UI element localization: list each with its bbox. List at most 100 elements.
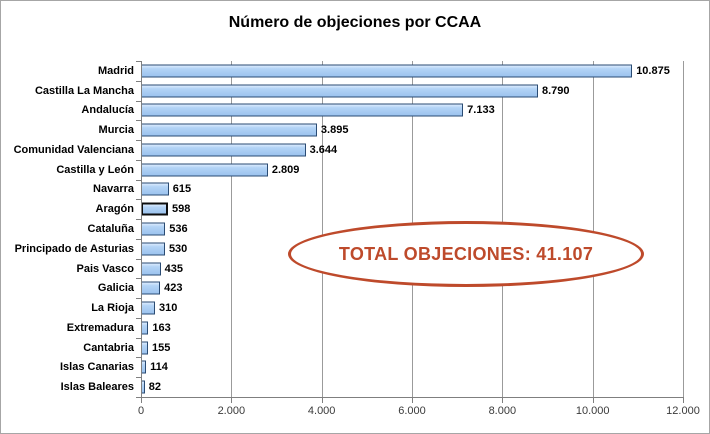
bar-track: 8.790 [141, 81, 683, 101]
bar-0 [141, 64, 633, 78]
category-label: Castilla y León [56, 163, 134, 176]
x-tick-label: 0 [137, 405, 145, 417]
total-annotation-ellipse: TOTAL OBJECIONES: 41.107 [288, 221, 644, 287]
y-axis-line [141, 61, 142, 398]
gridline [683, 61, 684, 397]
chart-row: Comunidad Valenciana 3.644 [1, 140, 683, 160]
value-label: 423 [164, 282, 183, 295]
chart-row: Navarra 615 [1, 180, 683, 200]
chart-row: Cantabria 155 [1, 338, 683, 358]
value-label: 114 [150, 361, 168, 374]
category-label: Murcia [98, 124, 134, 137]
y-axis-tick [136, 278, 141, 280]
bar-1 [141, 84, 538, 98]
bar-7 [141, 202, 168, 216]
bar-2 [141, 103, 464, 117]
bar-track: 3.644 [141, 140, 683, 160]
chart-row: Principado de Asturias 530 [1, 239, 683, 259]
bar-track: 310 [141, 298, 683, 318]
category-label: Islas Canarias [60, 361, 134, 374]
category-label: Galicia [97, 282, 134, 295]
chart-row: Castilla y León 2.809 [1, 160, 683, 180]
bar-track: 530 [141, 239, 683, 259]
category-label: La Rioja [91, 302, 134, 315]
y-axis-tick [136, 80, 141, 82]
bar-12 [141, 301, 155, 315]
category-label: Andalucía [81, 104, 134, 117]
bar-4 [141, 143, 306, 157]
category-label: Pais Vasco [76, 262, 135, 275]
bar-track: 2.809 [141, 160, 683, 180]
chart-row: Castilla La Mancha 8.790 [1, 81, 683, 101]
y-axis-tick [136, 100, 141, 102]
y-axis-tick [136, 140, 141, 142]
chart-row: Cataluña 536 [1, 219, 683, 239]
x-axis-tick [321, 398, 323, 403]
bar-11 [141, 281, 161, 295]
chart-row: Galicia 423 [1, 278, 683, 298]
category-label: Extremadura [66, 321, 134, 334]
x-tick-label: 12.000 [666, 405, 700, 417]
y-axis-tick [136, 298, 141, 300]
bar-8 [141, 222, 166, 236]
x-axis-tick [231, 398, 233, 403]
y-axis-tick [136, 258, 141, 260]
y-axis-tick [136, 61, 141, 62]
x-tick-label: 4.000 [307, 405, 336, 417]
value-label: 7.133 [467, 104, 495, 117]
x-tick-label: 10.000 [575, 405, 610, 417]
gridline [321, 61, 323, 397]
category-label: Comunidad Valenciana [13, 143, 134, 156]
value-label: 82 [148, 381, 161, 394]
value-label: 155 [152, 341, 171, 354]
x-axis-tick [683, 398, 684, 403]
x-tick-label: 6.000 [398, 405, 426, 417]
value-label: 3.644 [309, 143, 338, 156]
bar-track: 7.133 [141, 101, 683, 121]
x-tick-label: 8.000 [488, 405, 517, 417]
y-axis-tick [136, 357, 141, 359]
y-axis-tick [136, 337, 141, 339]
value-label: 163 [152, 321, 171, 334]
bar-3 [141, 123, 317, 137]
chart-row: Aragón 598 [1, 199, 683, 219]
category-label: Aragón [95, 203, 135, 216]
category-label: Madrid [97, 64, 134, 77]
gridline [592, 61, 594, 397]
bar-track: 114 [141, 357, 683, 377]
chart-row: Extremadura 163 [1, 318, 683, 338]
bar-14 [141, 341, 148, 355]
x-axis-tick [412, 398, 413, 403]
x-tick-label: 2.000 [217, 405, 246, 417]
x-axis-tick [141, 398, 142, 403]
bar-track: 435 [141, 259, 683, 279]
bar-track: 10.875 [141, 61, 683, 81]
category-label: Navarra [93, 183, 134, 196]
category-label: Cantabria [83, 341, 134, 354]
chart-row: Murcia 3.895 [1, 120, 683, 140]
bar-5 [141, 163, 268, 177]
value-label: 2.809 [271, 163, 300, 176]
y-axis-tick [136, 179, 141, 181]
bar-9 [141, 242, 165, 256]
bar-track: 598 [141, 199, 683, 219]
bar-10 [141, 262, 161, 276]
y-axis-tick [136, 377, 141, 379]
bar-track: 155 [141, 338, 683, 358]
bars-layer: Madrid 10.875 Castilla La Mancha 8.790 Andal… [1, 61, 683, 397]
value-label: 3.895 [320, 124, 349, 137]
value-label: 598 [172, 203, 191, 216]
y-axis-tick [136, 120, 141, 122]
y-axis-tick [136, 159, 141, 161]
bar-6 [141, 182, 169, 196]
category-label: Islas Baleares [60, 381, 134, 394]
bar-track: 423 [141, 278, 683, 298]
chart-row: Islas Canarias 114 [1, 357, 683, 377]
y-axis-tick [136, 317, 141, 319]
y-axis-tick [136, 397, 141, 398]
y-axis-tick [136, 238, 141, 240]
value-label: 310 [159, 302, 178, 315]
value-label: 8.790 [542, 84, 570, 97]
chart-row: Andalucía 7.133 [1, 101, 683, 121]
